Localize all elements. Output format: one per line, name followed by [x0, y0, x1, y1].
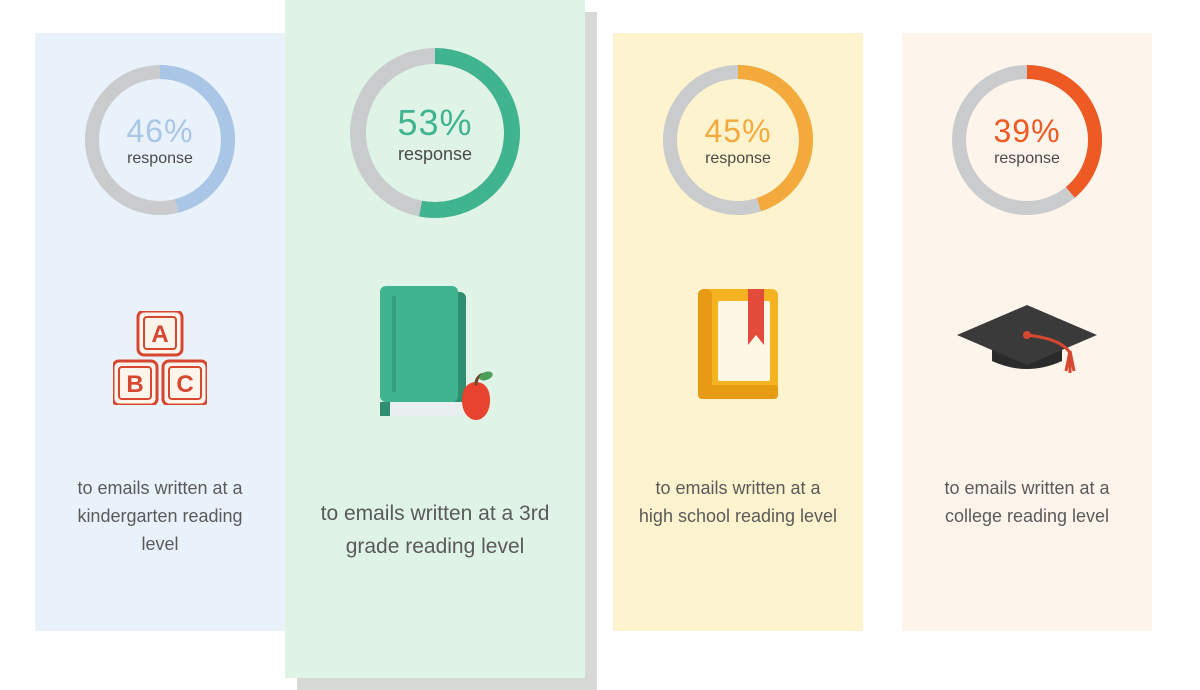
- panel-caption: to emails written at a kindergarten read…: [35, 475, 285, 559]
- svg-text:C: C: [176, 371, 193, 398]
- gauge-center: 45% response: [663, 65, 813, 215]
- third-grade-icon: [285, 286, 585, 426]
- panel-caption: to emails written at a college reading l…: [902, 475, 1152, 531]
- college-icon: [902, 285, 1152, 405]
- response-label: response: [705, 150, 771, 168]
- gauge-center: 46% response: [85, 65, 235, 215]
- gauge-center: 53% response: [350, 48, 520, 218]
- donut-gauge-third-grade: 53% response: [350, 48, 520, 218]
- svg-text:A: A: [151, 321, 168, 348]
- percent-value: 45%: [704, 113, 771, 150]
- panel-caption: to emails written at a high school readi…: [613, 475, 863, 531]
- svg-text:B: B: [126, 371, 143, 398]
- percent-value: 46%: [126, 113, 193, 150]
- response-label: response: [398, 144, 472, 165]
- infographic-stage: 46% response A B C to e: [0, 0, 1200, 678]
- gauge-wrap: 39% response: [902, 65, 1152, 215]
- gauge-wrap: 45% response: [613, 65, 863, 215]
- gauge-wrap: 46% response: [35, 65, 285, 215]
- donut-gauge-college: 39% response: [952, 65, 1102, 215]
- gauge-center: 39% response: [952, 65, 1102, 215]
- panel-kindergarten: 46% response A B C to e: [35, 33, 285, 631]
- panel-high-school: 45% response to emails written at a high…: [613, 33, 863, 631]
- panel-caption: to emails written at a 3rd grade reading…: [285, 498, 585, 563]
- gauge-wrap: 53% response: [285, 48, 585, 218]
- percent-value: 53%: [397, 102, 472, 144]
- percent-value: 39%: [993, 113, 1060, 150]
- donut-gauge-high-school: 45% response: [663, 65, 813, 215]
- donut-gauge-kindergarten: 46% response: [85, 65, 235, 215]
- panel-college: 39% response to emails written at a coll…: [902, 33, 1152, 631]
- panel-third-grade: 53% response to emails written at a 3rd …: [285, 0, 585, 678]
- kindergarten-icon: A B C: [35, 285, 285, 405]
- response-label: response: [127, 150, 193, 168]
- high-school-icon: [613, 285, 863, 405]
- response-label: response: [994, 150, 1060, 168]
